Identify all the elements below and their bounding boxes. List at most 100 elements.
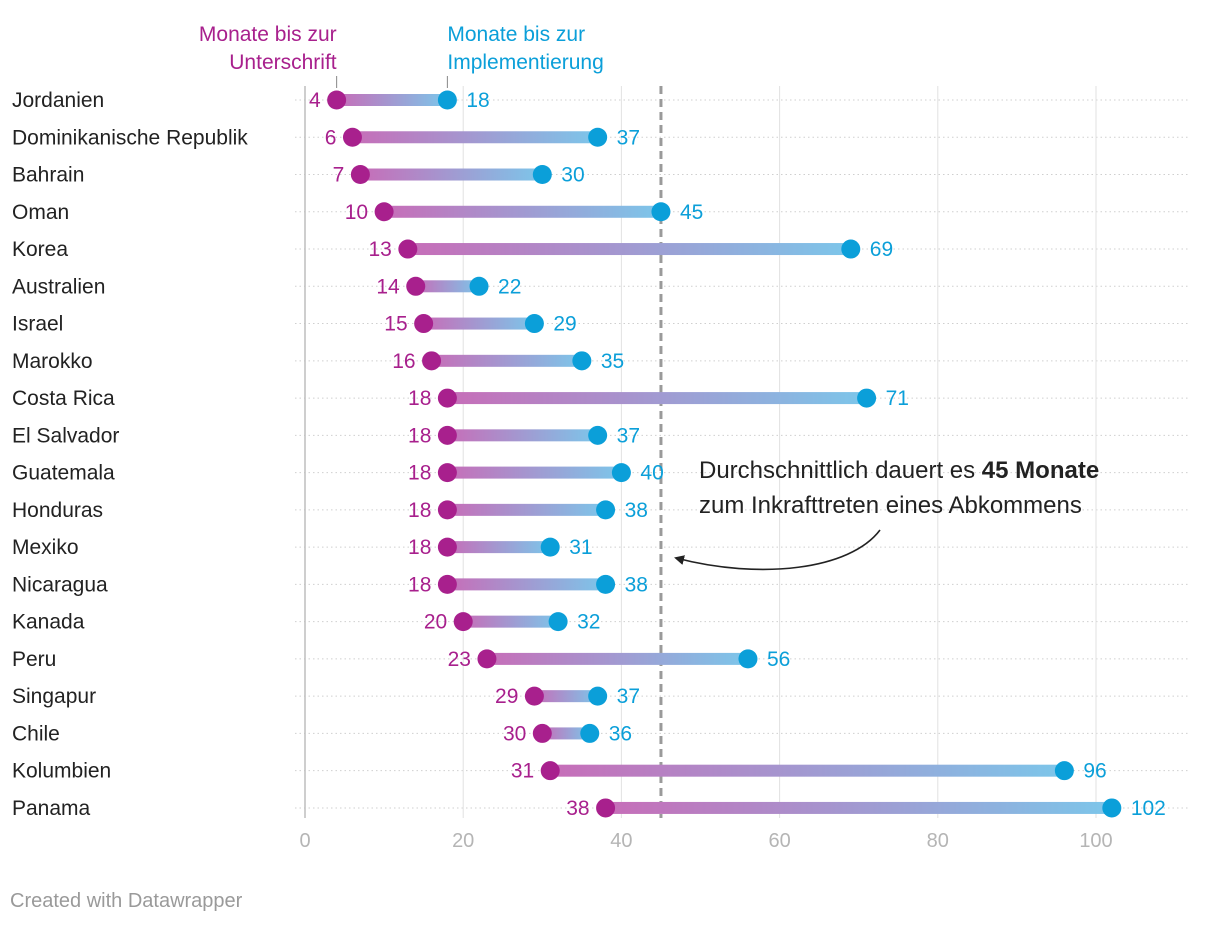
implementation-value-label: 36 (609, 722, 632, 745)
signature-dot (374, 202, 394, 222)
signature-dot (327, 90, 347, 110)
x-tick-label: 60 (768, 830, 790, 852)
country-label: Kolumbien (12, 760, 111, 783)
implementation-dot (1102, 798, 1122, 818)
country-label: Jordanien (12, 89, 104, 112)
country-label: El Salvador (12, 424, 119, 447)
signature-dot (532, 723, 552, 743)
implementation-dot (651, 202, 671, 222)
implementation-value-label: 18 (466, 89, 489, 112)
signature-value-label: 6 (325, 126, 337, 149)
implementation-value-label: 45 (680, 201, 703, 224)
implementation-dot (596, 574, 616, 594)
implementation-value-label: 38 (625, 499, 648, 522)
range-bar (336, 94, 448, 106)
signature-dot (524, 686, 544, 706)
country-label: Israel (12, 313, 63, 336)
signature-value-label: 18 (408, 573, 431, 596)
bar-layer (327, 90, 1122, 818)
country-label: Mexiko (12, 536, 79, 559)
implementation-value-label: 102 (1131, 797, 1166, 820)
signature-value-label: 31 (511, 760, 534, 783)
range-bar (534, 690, 598, 703)
range-bar (407, 243, 851, 256)
range-bar (605, 801, 1112, 814)
signature-value-label: 18 (408, 536, 431, 559)
signature-dot (437, 388, 457, 408)
implementation-dot (469, 276, 489, 296)
signature-dot (414, 314, 434, 334)
range-bar (447, 392, 867, 405)
country-label: Oman (12, 201, 69, 224)
implementation-value-label: 69 (870, 238, 893, 261)
signature-dot (437, 574, 457, 594)
implementation-dot (524, 314, 544, 334)
legend-implementation-line2: Implementierung (447, 51, 603, 74)
range-bar (360, 168, 543, 181)
signature-dot (437, 537, 457, 557)
country-label: Chile (12, 722, 60, 745)
implementation-value-label: 37 (617, 424, 640, 447)
signature-value-label: 16 (392, 350, 415, 373)
implementation-dot (580, 723, 600, 743)
range-bar (447, 541, 551, 554)
implementation-value-label: 37 (617, 126, 640, 149)
implementation-value-label: 56 (767, 648, 790, 671)
signature-dot (453, 612, 473, 632)
x-tick-label: 0 (299, 830, 310, 852)
country-label: Dominikanische Republik (12, 126, 248, 149)
country-label: Singapur (12, 685, 96, 708)
x-tick-label: 80 (927, 830, 949, 852)
implementation-value-label: 31 (569, 536, 592, 559)
signature-value-label: 4 (309, 89, 321, 112)
range-bar (384, 205, 661, 218)
implementation-dot (588, 127, 608, 147)
range-bar (447, 578, 606, 591)
implementation-dot (841, 239, 861, 259)
signature-dot (437, 463, 457, 483)
country-label: Peru (12, 648, 56, 671)
annotation-line1: Durchschnittlich dauert es 45 Monate (699, 457, 1099, 484)
signature-value-label: 15 (384, 313, 407, 336)
implementation-value-label: 37 (617, 685, 640, 708)
range-bar (352, 131, 598, 144)
signature-dot (540, 761, 560, 781)
implementation-dot (611, 463, 631, 483)
implementation-value-label: 71 (886, 387, 909, 410)
signature-dot (596, 798, 616, 818)
country-label: Korea (12, 238, 68, 261)
legend-signature-line2: Unterschrift (229, 51, 337, 74)
signature-value-label: 7 (333, 164, 345, 187)
label-layer: Monate bis zur Unterschrift Monate bis zur… (12, 23, 1166, 820)
range-bar (463, 615, 559, 628)
implementation-dot (857, 388, 877, 408)
implementation-value-label: 29 (553, 313, 576, 336)
country-label: Costa Rica (12, 387, 115, 410)
signature-value-label: 38 (566, 797, 589, 820)
implementation-value-label: 96 (1083, 760, 1106, 783)
signature-dot (398, 239, 418, 259)
country-label: Bahrain (12, 164, 84, 187)
implementation-value-label: 22 (498, 275, 521, 298)
range-bar (550, 764, 1065, 777)
range-bar (447, 466, 622, 479)
range-bar (486, 652, 748, 665)
signature-value-label: 18 (408, 424, 431, 447)
signature-dot (477, 649, 497, 669)
x-tick-label: 100 (1079, 830, 1112, 852)
range-bar (431, 354, 582, 367)
implementation-dot (596, 500, 616, 520)
implementation-dot (1054, 761, 1074, 781)
range-bar (415, 280, 480, 293)
implementation-dot (548, 612, 568, 632)
signature-value-label: 14 (376, 275, 400, 298)
country-label: Nicaragua (12, 573, 108, 596)
x-tick-label: 20 (452, 830, 474, 852)
signature-value-label: 18 (408, 499, 431, 522)
range-bar (423, 317, 535, 330)
footer-credit: Created with Datawrapper (10, 890, 243, 912)
country-label: Guatemala (12, 462, 115, 485)
signature-value-label: 13 (368, 238, 391, 261)
signature-value-label: 29 (495, 685, 518, 708)
annotation-arrow (674, 529, 881, 571)
